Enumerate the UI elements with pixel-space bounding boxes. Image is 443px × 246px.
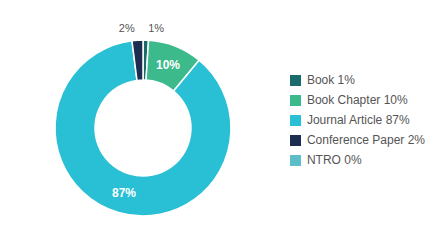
html-text:NTRO 0%: NTRO 0% — [306, 153, 362, 167]
html-text:Book 1%: Book 1% — [306, 73, 355, 87]
svg-text:87%: 87% — [112, 186, 136, 200]
html-text:Journal Article 87%: Journal Article 87% — [306, 113, 410, 127]
html-text:Conference Paper 2%: Conference Paper 2% — [306, 133, 425, 147]
svg-text:1%: 1% — [148, 22, 164, 34]
svg-text:2%: 2% — [119, 22, 135, 34]
svg-text:10%: 10% — [156, 58, 180, 72]
html-text:Book Chapter 10%: Book Chapter 10% — [306, 93, 408, 107]
